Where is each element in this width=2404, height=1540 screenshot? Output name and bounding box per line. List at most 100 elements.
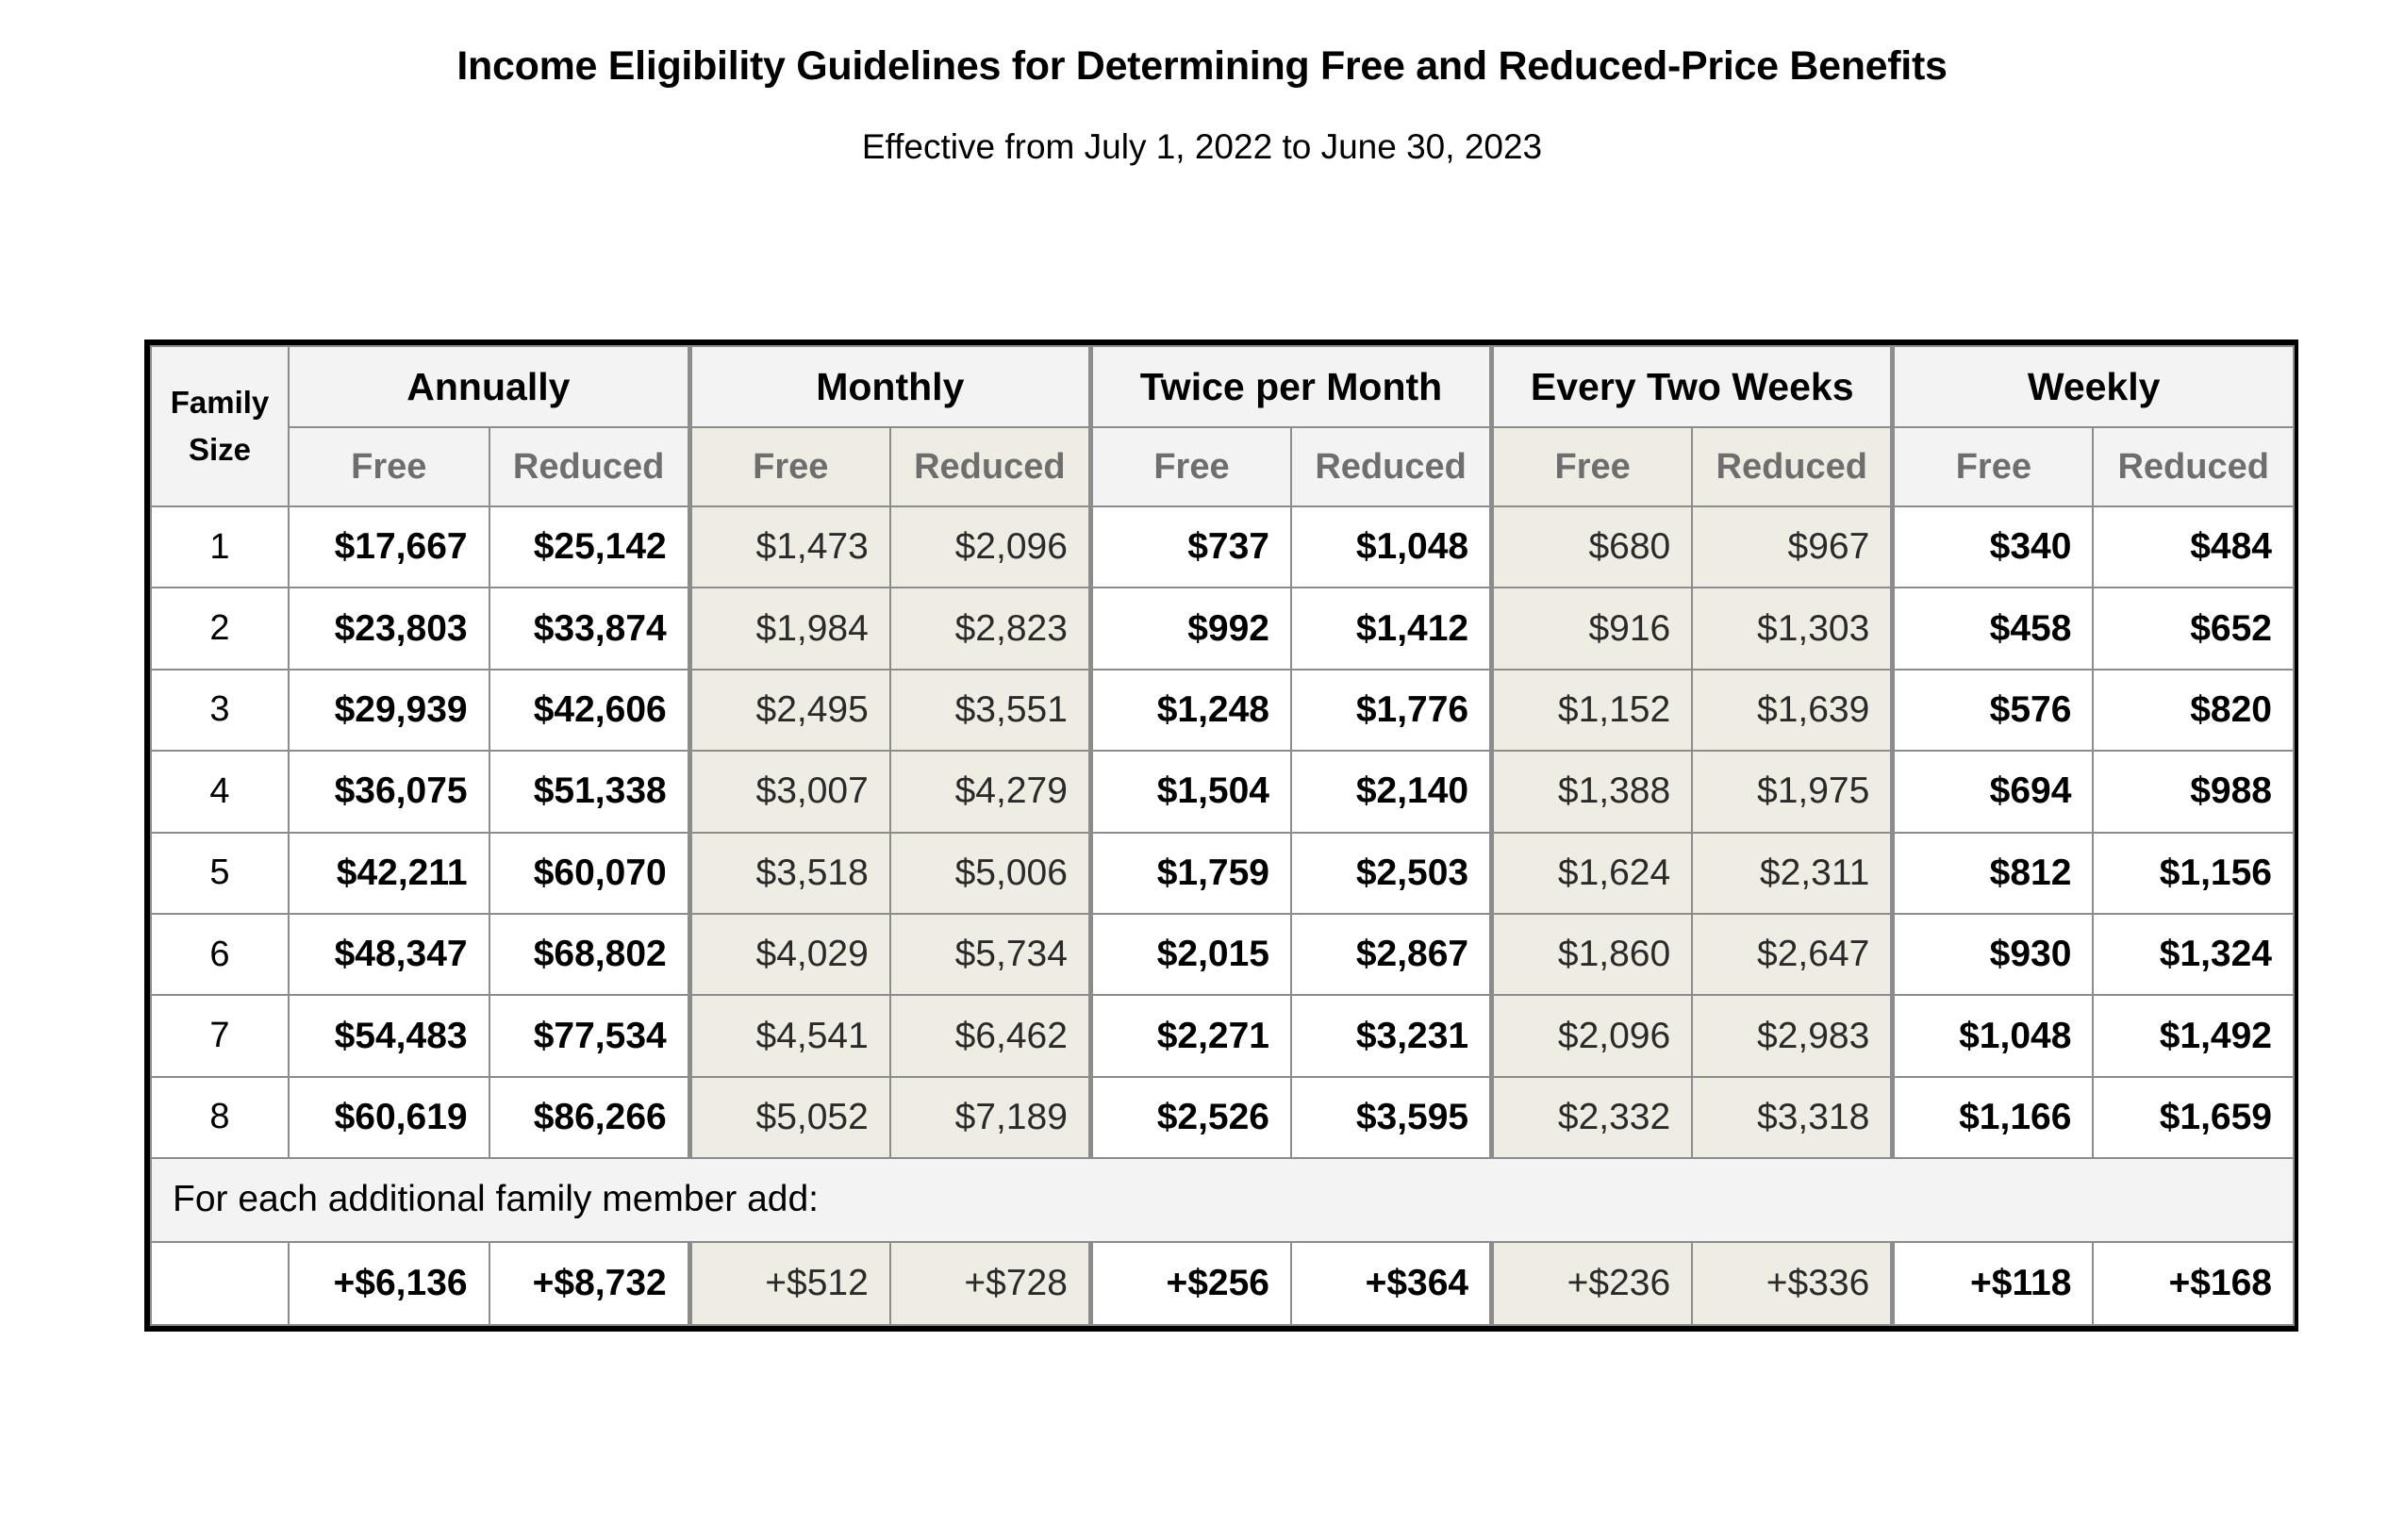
additional-twice-per-month-free: +$256 (1087, 1240, 1292, 1327)
cell-monthly-reduced: $3,551 (888, 668, 1092, 753)
family-size-header-line1: Family (170, 385, 270, 420)
cell-twice-per-month-reduced: $2,867 (1290, 912, 1493, 997)
family-size-cell: 4 (150, 750, 290, 834)
cell-every-two-weeks-reduced: $3,318 (1691, 1075, 1894, 1160)
cell-annually-reduced: $42,606 (488, 668, 691, 753)
cell-weekly-reduced: $1,492 (2092, 994, 2295, 1078)
cell-annually-reduced: $51,338 (488, 750, 691, 834)
additional-member-note: For each additional family member add: (150, 1157, 2295, 1243)
additional-annually-free: +$6,136 (288, 1240, 490, 1327)
table-row: 3 $29,939 $42,606 $2,495 $3,551 $1,248 $1,776 $… (150, 668, 2295, 753)
cell-every-two-weeks-reduced: $967 (1691, 505, 1894, 589)
cell-weekly-reduced: $1,324 (2092, 912, 2295, 997)
cell-twice-per-month-free: $992 (1087, 587, 1292, 671)
subheader-monthly-free: Free (687, 426, 891, 507)
page-title: Income Eligibility Guidelines for Determ… (456, 43, 1948, 89)
cell-weekly-reduced: $820 (2092, 668, 2295, 753)
table-row: 8 $60,619 $86,266 $5,052 $7,189 $2,526 $3,595 $… (150, 1075, 2295, 1160)
cell-monthly-reduced: $5,006 (888, 831, 1092, 915)
cell-monthly-reduced: $2,096 (888, 505, 1092, 589)
cell-every-two-weeks-free: $680 (1489, 505, 1694, 589)
cell-every-two-weeks-free: $916 (1489, 587, 1694, 671)
cell-annually-reduced: $77,534 (488, 994, 691, 1078)
cell-monthly-reduced: $5,734 (888, 912, 1092, 997)
cell-monthly-free: $4,029 (687, 912, 891, 997)
cell-monthly-reduced: $6,462 (888, 994, 1092, 1078)
cell-twice-per-month-reduced: $1,776 (1290, 668, 1493, 753)
cell-annually-reduced: $60,070 (488, 831, 691, 915)
group-header-every-two-weeks: Every Two Weeks (1489, 345, 1894, 428)
family-size-header-line2: Size (188, 432, 252, 467)
cell-annually-free: $60,619 (288, 1075, 490, 1160)
table-row: 2 $23,803 $33,874 $1,984 $2,823 $992 $1,412 $91… (150, 587, 2295, 671)
table-row: 5 $42,211 $60,070 $3,518 $5,006 $1,759 $2,503 $… (150, 831, 2295, 915)
additional-monthly-free: +$512 (687, 1240, 891, 1327)
family-size-header: Family Size (150, 345, 290, 507)
subheader-twice-per-month-reduced: Reduced (1290, 426, 1493, 507)
cell-monthly-free: $3,007 (687, 750, 891, 834)
cell-weekly-reduced: $484 (2092, 505, 2295, 589)
page-subtitle: Effective from July 1, 2022 to June 30, … (861, 127, 1543, 166)
cell-weekly-reduced: $988 (2092, 750, 2295, 834)
table-row: 6 $48,347 $68,802 $4,029 $5,734 $2,015 $2,867 $… (150, 912, 2295, 997)
additional-member-note-row: For each additional family member add: (150, 1157, 2295, 1243)
cell-annually-free: $48,347 (288, 912, 490, 997)
cell-monthly-reduced: $7,189 (888, 1075, 1092, 1160)
cell-annually-free: $29,939 (288, 668, 490, 753)
group-header-monthly: Monthly (687, 345, 1092, 428)
cell-weekly-free: $812 (1890, 831, 2095, 915)
cell-monthly-free: $3,518 (687, 831, 891, 915)
cell-twice-per-month-free: $1,248 (1087, 668, 1292, 753)
family-size-cell: 3 (150, 668, 290, 753)
cell-annually-free: $17,667 (288, 505, 490, 589)
cell-weekly-free: $930 (1890, 912, 2095, 997)
family-size-cell: 2 (150, 587, 290, 671)
subheader-annually-free: Free (288, 426, 490, 507)
cell-twice-per-month-reduced: $1,412 (1290, 587, 1493, 671)
cell-twice-per-month-free: $1,759 (1087, 831, 1292, 915)
cell-twice-per-month-reduced: $3,595 (1290, 1075, 1493, 1160)
cell-annually-free: $54,483 (288, 994, 490, 1078)
cell-every-two-weeks-free: $1,624 (1489, 831, 1694, 915)
cell-twice-per-month-free: $2,015 (1087, 912, 1292, 997)
additional-twice-per-month-reduced: +$364 (1290, 1240, 1493, 1327)
subheader-monthly-reduced: Reduced (888, 426, 1092, 507)
cell-monthly-free: $4,541 (687, 994, 891, 1078)
cell-twice-per-month-free: $2,271 (1087, 994, 1292, 1078)
cell-every-two-weeks-free: $1,152 (1489, 668, 1694, 753)
additional-monthly-reduced: +$728 (888, 1240, 1092, 1327)
cell-monthly-free: $1,473 (687, 505, 891, 589)
cell-annually-reduced: $25,142 (488, 505, 691, 589)
cell-every-two-weeks-reduced: $2,647 (1691, 912, 1894, 997)
cell-twice-per-month-free: $737 (1087, 505, 1292, 589)
family-size-cell: 8 (150, 1075, 290, 1160)
group-header-weekly: Weekly (1890, 345, 2296, 428)
cell-twice-per-month-reduced: $2,503 (1290, 831, 1493, 915)
additional-member-size-cell (150, 1240, 290, 1327)
cell-weekly-reduced: $1,156 (2092, 831, 2295, 915)
cell-twice-per-month-free: $1,504 (1087, 750, 1292, 834)
table-row: 4 $36,075 $51,338 $3,007 $4,279 $1,504 $2,140 $… (150, 750, 2295, 834)
group-header-annually: Annually (287, 345, 691, 428)
additional-weekly-free: +$118 (1890, 1240, 2095, 1327)
family-size-cell: 5 (150, 831, 290, 915)
family-size-cell: 6 (150, 912, 290, 997)
cell-every-two-weeks-reduced: $1,975 (1691, 750, 1894, 834)
subheader-twice-per-month-free: Free (1087, 426, 1292, 507)
cell-every-two-weeks-free: $1,860 (1489, 912, 1694, 997)
cell-twice-per-month-reduced: $1,048 (1290, 505, 1493, 589)
cell-weekly-free: $458 (1890, 587, 2095, 671)
subheader-weekly-reduced: Reduced (2092, 426, 2295, 507)
cell-annually-free: $23,803 (288, 587, 490, 671)
cell-every-two-weeks-reduced: $1,303 (1691, 587, 1894, 671)
cell-weekly-reduced: $1,659 (2092, 1075, 2295, 1160)
cell-weekly-reduced: $652 (2092, 587, 2295, 671)
cell-every-two-weeks-free: $2,332 (1489, 1075, 1694, 1160)
cell-monthly-reduced: $4,279 (888, 750, 1092, 834)
cell-weekly-free: $340 (1890, 505, 2095, 589)
cell-every-two-weeks-free: $2,096 (1489, 994, 1694, 1078)
cell-weekly-free: $1,166 (1890, 1075, 2095, 1160)
additional-weekly-reduced: +$168 (2092, 1240, 2295, 1327)
family-size-cell: 7 (150, 994, 290, 1078)
additional-every-two-weeks-free: +$236 (1489, 1240, 1694, 1327)
